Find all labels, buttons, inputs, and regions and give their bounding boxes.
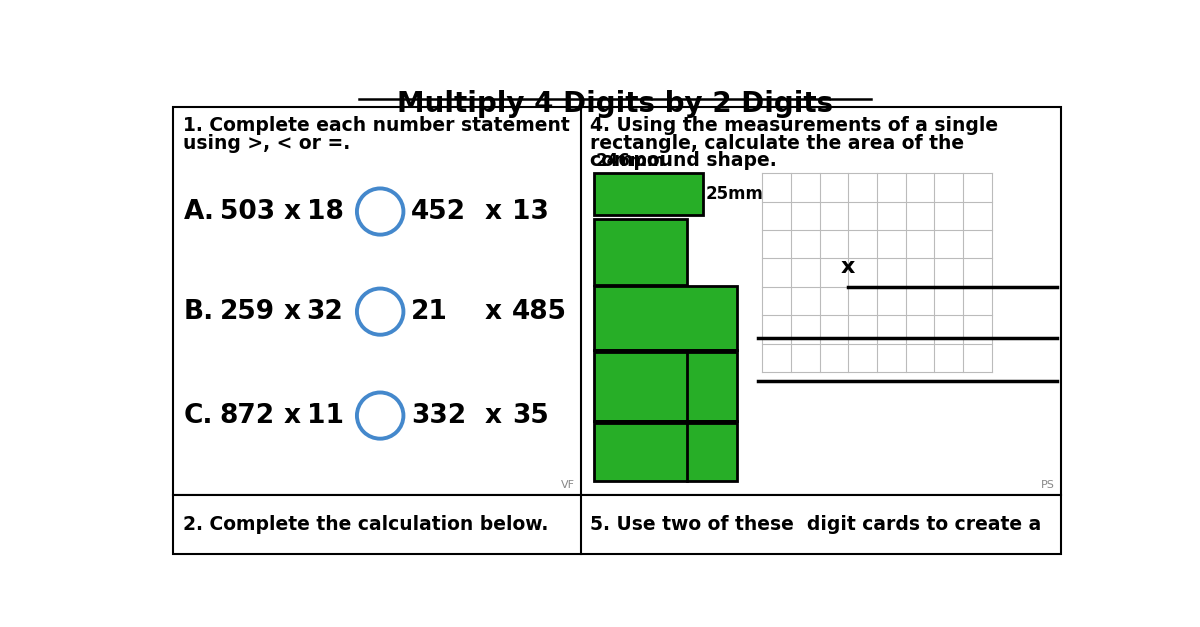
Text: compound shape.: compound shape. bbox=[590, 152, 776, 171]
Text: 5. Use two of these  digit cards to create a: 5. Use two of these digit cards to creat… bbox=[590, 515, 1042, 534]
Text: 35: 35 bbox=[512, 403, 548, 429]
Text: x: x bbox=[841, 257, 856, 277]
Text: A.: A. bbox=[184, 199, 215, 224]
Text: 1. Complete each number statement: 1. Complete each number statement bbox=[182, 116, 569, 135]
Text: 452: 452 bbox=[412, 199, 466, 224]
Text: rectangle, calculate the area of the: rectangle, calculate the area of the bbox=[590, 134, 965, 153]
Text: 872: 872 bbox=[220, 403, 275, 429]
Text: 21: 21 bbox=[412, 298, 448, 325]
Bar bbox=[594, 286, 738, 350]
Text: 32: 32 bbox=[306, 298, 343, 325]
Text: VF: VF bbox=[560, 480, 575, 490]
Text: x: x bbox=[283, 403, 300, 429]
Bar bbox=[594, 173, 702, 216]
Text: x: x bbox=[485, 199, 502, 224]
Bar bbox=[594, 352, 738, 421]
Bar bbox=[173, 107, 1061, 495]
Text: PS: PS bbox=[1040, 480, 1055, 490]
Text: 259: 259 bbox=[220, 298, 275, 325]
Text: x: x bbox=[283, 298, 300, 325]
Text: using >, < or =.: using >, < or =. bbox=[182, 134, 350, 153]
Text: 485: 485 bbox=[512, 298, 566, 325]
Text: B.: B. bbox=[184, 298, 215, 325]
Bar bbox=[594, 423, 738, 481]
Text: 4. Using the measurements of a single: 4. Using the measurements of a single bbox=[590, 116, 998, 135]
Text: 18: 18 bbox=[306, 199, 343, 224]
Bar bbox=[594, 219, 688, 285]
Text: 246mm: 246mm bbox=[595, 152, 665, 170]
Text: 332: 332 bbox=[412, 403, 467, 429]
Text: x: x bbox=[485, 403, 502, 429]
Text: 503: 503 bbox=[220, 199, 275, 224]
Text: x: x bbox=[485, 298, 502, 325]
Text: 11: 11 bbox=[306, 403, 343, 429]
Text: C.: C. bbox=[184, 403, 214, 429]
Text: Multiply 4 Digits by 2 Digits: Multiply 4 Digits by 2 Digits bbox=[397, 90, 833, 118]
Text: x: x bbox=[283, 199, 300, 224]
Text: 25mm: 25mm bbox=[706, 185, 763, 203]
Bar bbox=[173, 495, 1061, 554]
Text: 2. Complete the calculation below.: 2. Complete the calculation below. bbox=[182, 515, 548, 534]
Text: 13: 13 bbox=[512, 199, 548, 224]
